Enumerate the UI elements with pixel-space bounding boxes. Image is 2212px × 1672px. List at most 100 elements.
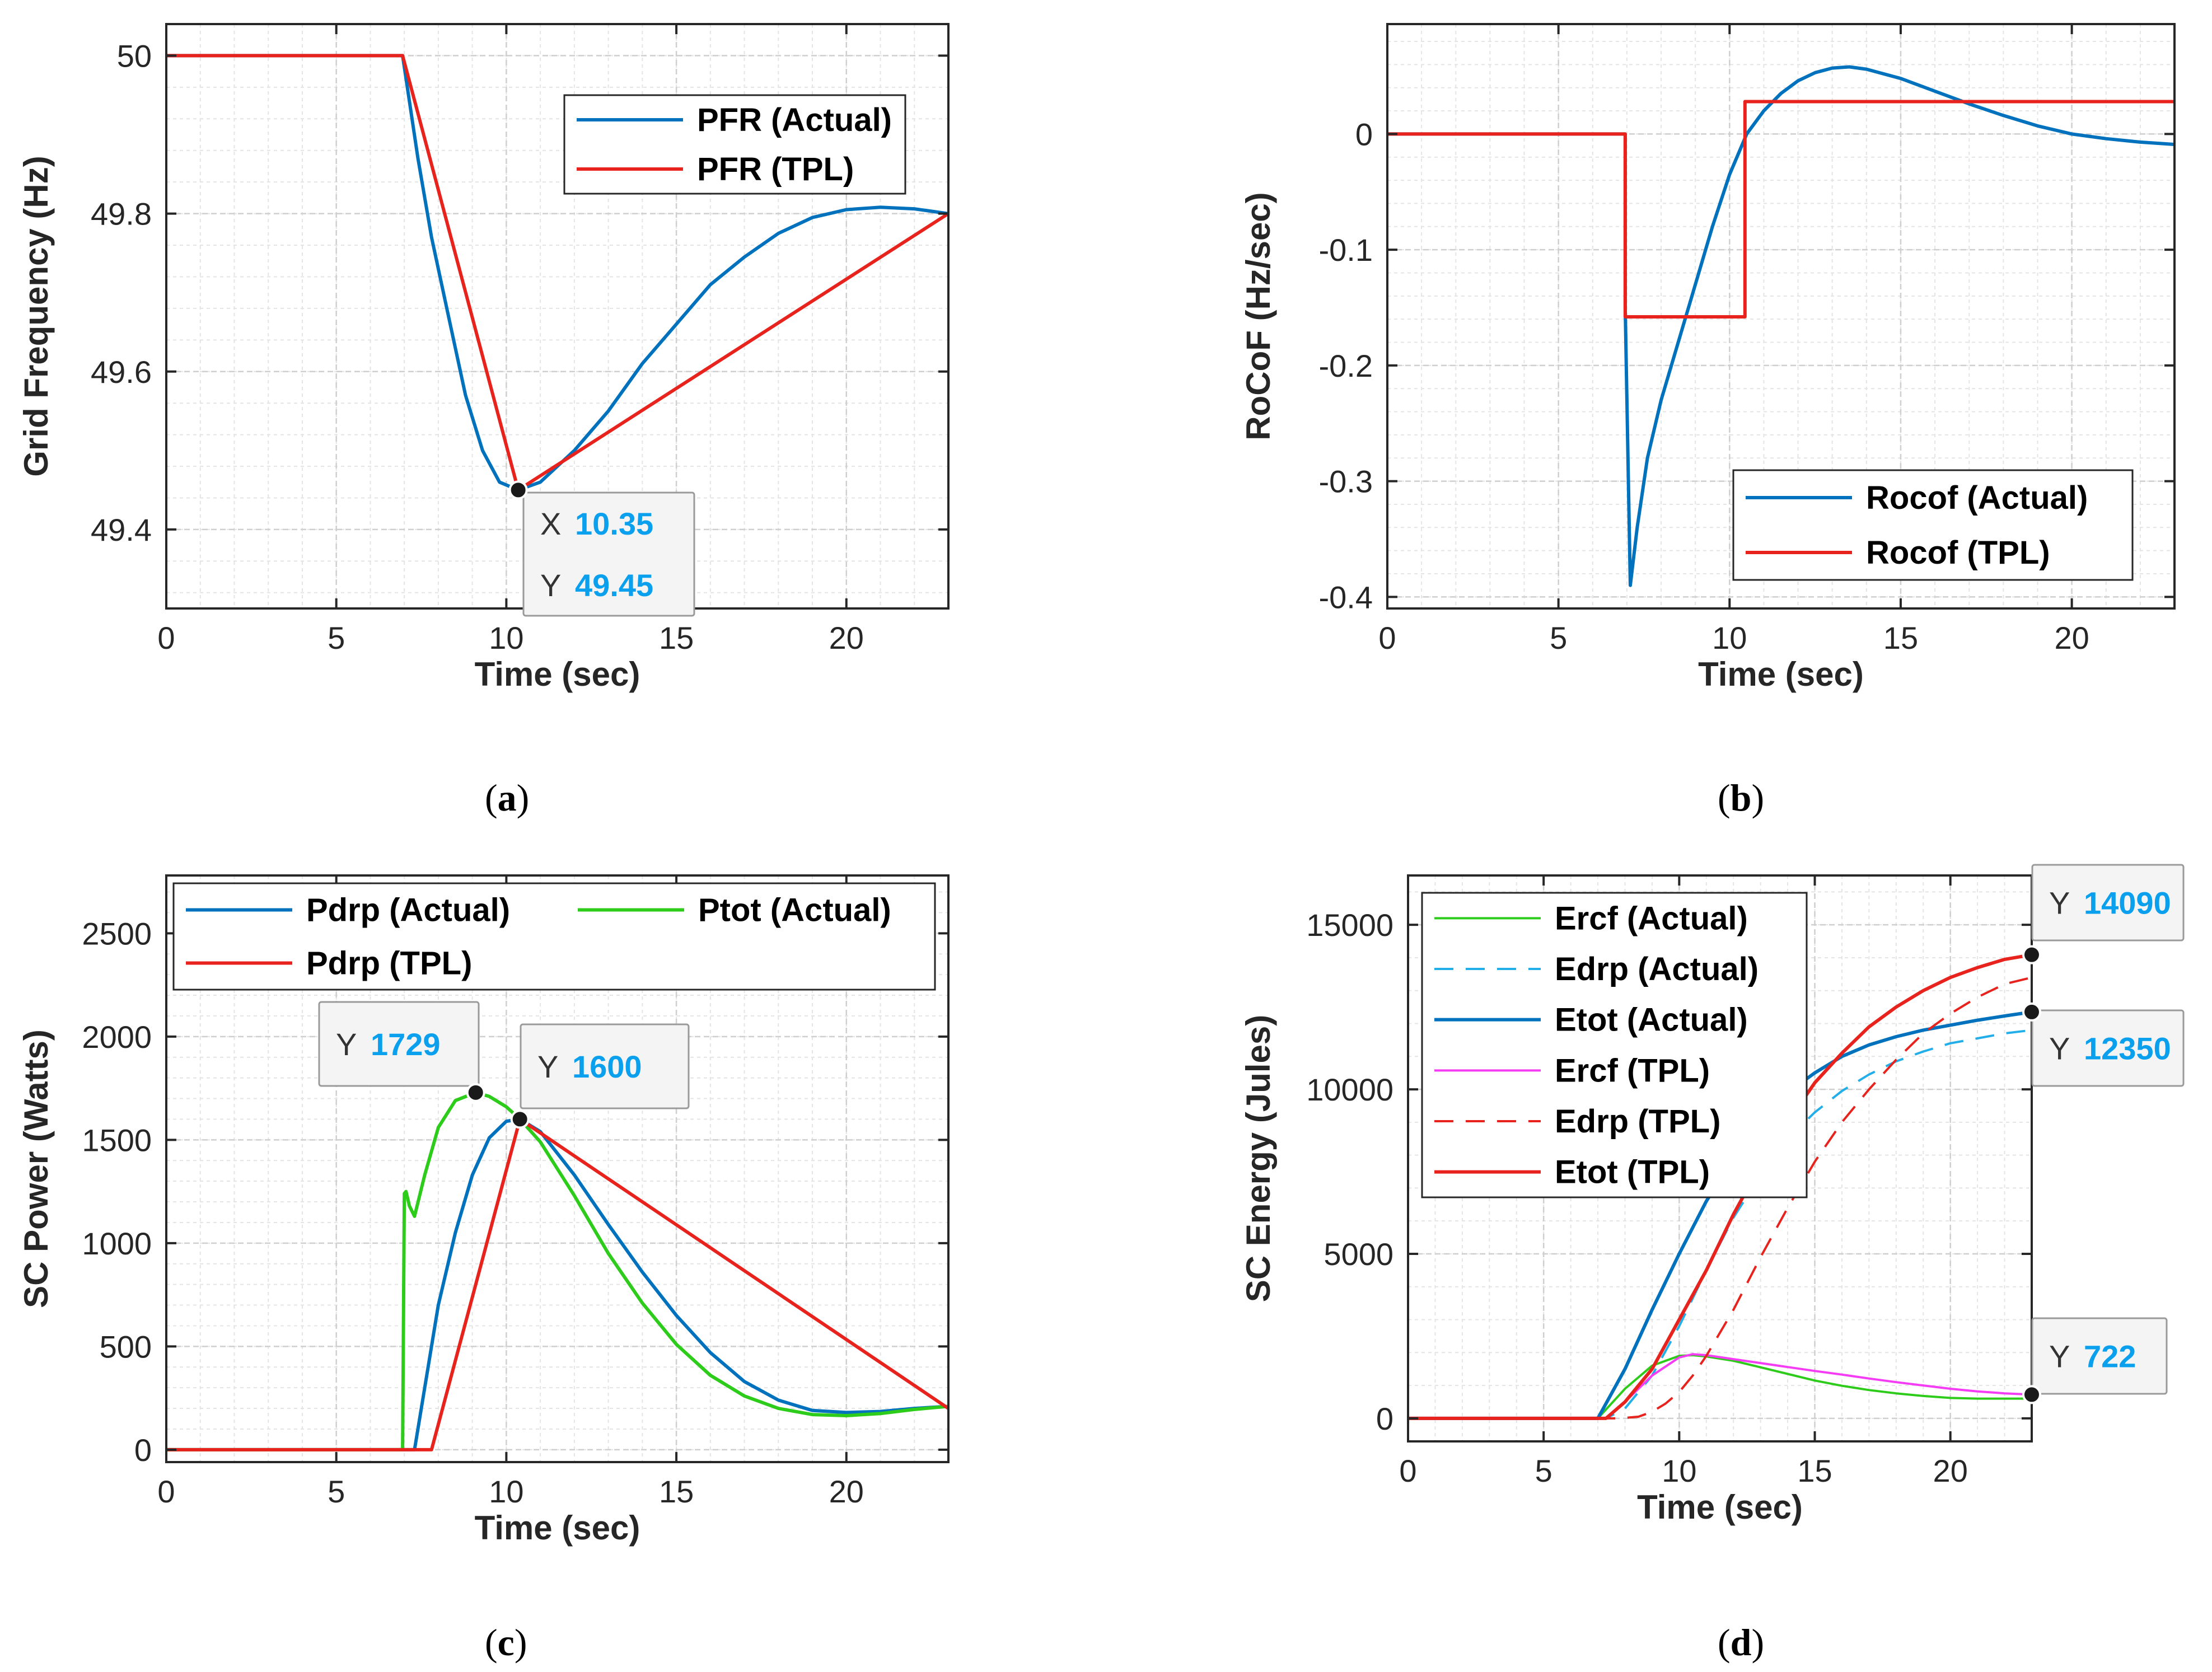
panel-caption: (c) — [485, 1621, 527, 1664]
datatip: Y 1729 — [318, 1001, 485, 1102]
chart-panel-a: 0 5 10 15 20 49.4 49.6 49.8 50 Time (sec) Grid Fre… — [17, 23, 950, 819]
series-line-rocof-tpl- — [1387, 100, 2174, 319]
y-tick-label: 1500 — [82, 1122, 152, 1158]
y-tick-label: 49.8 — [91, 196, 152, 232]
y-axis-label: SC Power (Watts) — [17, 1029, 55, 1308]
caption-paren: ) — [517, 776, 530, 819]
datatip-value: 1729 — [371, 1027, 441, 1062]
legend: Ercf (Actual) Edrp (Actual) Etot (Actual) E… — [1421, 892, 1808, 1198]
legend-entry: Pdrp (Actual) — [306, 892, 510, 929]
caption-paren: ) — [1751, 776, 1764, 819]
x-axis-label: Time (sec) — [1637, 1488, 1803, 1526]
datatip-box — [318, 1001, 480, 1087]
series-line-pfr-tpl- — [166, 54, 948, 492]
y-tick-label: 49.4 — [91, 512, 152, 547]
legend-entry: Etot (Actual) — [1555, 1002, 1748, 1038]
y-tick-label: 50 — [117, 38, 152, 73]
caption-paren: ( — [485, 776, 498, 819]
axes-box — [165, 874, 950, 1463]
legend-box — [563, 94, 906, 195]
datatip-box — [2031, 864, 2185, 942]
y-tick-label: 2000 — [82, 1019, 152, 1055]
y-tick-label: 15000 — [1306, 907, 1393, 943]
y-tick-label: 0 — [134, 1432, 152, 1468]
series-line-ercf-tpl- — [1408, 1353, 2032, 1420]
x-tick-label: 20 — [1933, 1453, 1968, 1488]
x-tick-label: 0 — [157, 620, 175, 655]
y-axis-label: RoCoF (Hz/sec) — [1240, 192, 1277, 440]
y-tick-label: 0 — [1376, 1401, 1393, 1436]
datatip-marker — [508, 480, 528, 500]
x-tick-label: 20 — [829, 1474, 864, 1509]
series-group — [166, 1090, 948, 1451]
y-tick-label: 5000 — [1324, 1237, 1393, 1272]
x-tick-label: 15 — [1883, 620, 1918, 655]
y-tick-label: -0.3 — [1319, 464, 1373, 499]
datatip-value: 14090 — [2084, 886, 2171, 921]
datatip: Y 12350 — [2022, 1002, 2185, 1087]
datatip: Y 1600 — [510, 1023, 690, 1129]
legend: PFR (Actual) PFR (TPL) — [563, 94, 906, 195]
x-tick-label: 15 — [1797, 1453, 1832, 1488]
datatip-value: 1600 — [572, 1049, 642, 1084]
caption-letter: c — [498, 1621, 515, 1664]
datatip: X 10.35 Y 49.45 — [508, 480, 695, 617]
x-axis-label: Time (sec) — [475, 655, 640, 693]
datatip-marker — [2022, 1002, 2041, 1022]
y-tick-label: 500 — [100, 1329, 152, 1364]
x-tick-label: 15 — [659, 620, 694, 655]
caption-letter: d — [1731, 1621, 1752, 1664]
caption-letter: b — [1731, 776, 1752, 819]
legend-entry: Etot (TPL) — [1555, 1154, 1710, 1191]
datatip-box — [520, 1023, 690, 1109]
datatip-value: 10.35 — [575, 506, 653, 541]
datatip-marker — [510, 1109, 530, 1129]
legend-entry: PFR (Actual) — [697, 102, 892, 138]
x-tick-label: 0 — [157, 1474, 175, 1509]
x-tick-label: 20 — [829, 620, 864, 655]
datatip-key: Y — [2049, 1339, 2070, 1374]
x-tick-label: 5 — [328, 620, 345, 655]
legend-entry: Pdrp (TPL) — [306, 945, 472, 982]
series-line-pdrp-tpl- — [166, 1117, 948, 1451]
chart-panel-b: 0 5 10 15 20 -0.4 -0.3 -0.2 -0.1 0 Time (sec) RoCoF… — [1240, 23, 2176, 819]
x-tick-label: 10 — [1712, 620, 1747, 655]
series-group — [166, 54, 948, 492]
x-tick-label: 20 — [2054, 620, 2089, 655]
panel-caption: (b) — [1718, 776, 1764, 819]
legend-box — [1732, 469, 2134, 581]
datatip-marker — [466, 1083, 485, 1102]
caption-paren: ) — [1751, 1621, 1764, 1664]
panel-caption: (d) — [1718, 1621, 1764, 1664]
legend: Rocof (Actual) Rocof (TPL) — [1732, 469, 2134, 581]
datatip-value: 12350 — [2084, 1031, 2171, 1066]
legend-entry: Ptot (Actual) — [698, 892, 891, 929]
panel-caption: (a) — [485, 776, 529, 819]
x-axis-label: Time (sec) — [1698, 655, 1864, 693]
x-tick-label: 10 — [1662, 1453, 1696, 1488]
series-line-rocof-actual- — [1387, 65, 2174, 587]
datatip-box — [2031, 1317, 2168, 1395]
legend-entry: PFR (TPL) — [697, 151, 854, 188]
caption-paren: ( — [485, 1621, 498, 1664]
x-tick-label: 15 — [659, 1474, 694, 1509]
datatip-box — [522, 491, 695, 617]
x-tick-label: 5 — [1535, 1453, 1552, 1488]
x-tick-label: 0 — [1399, 1453, 1416, 1488]
series-group — [1387, 65, 2174, 587]
legend-entry: Edrp (TPL) — [1555, 1103, 1720, 1140]
legend: Pdrp (Actual) Ptot (Actual) Pdrp (TPL) — [172, 882, 936, 991]
datatip: Y 14090 — [2022, 864, 2185, 964]
legend-box — [172, 882, 936, 991]
legend-entry: Edrp (Actual) — [1555, 951, 1759, 987]
x-tick-label: 5 — [1550, 620, 1567, 655]
x-tick-label: 10 — [489, 620, 523, 655]
datatip-box — [2031, 1009, 2185, 1087]
datatip-marker — [2022, 945, 2041, 964]
y-tick-label: 49.6 — [91, 354, 152, 390]
y-axis-label: SC Energy (Jules) — [1240, 1015, 1277, 1303]
datatip-key: Y — [336, 1027, 357, 1062]
chart-panel-c: 0 5 10 15 20 0 500 1000 1500 2000 2500 Time (sec) SC… — [17, 874, 950, 1664]
datatip-value: 49.45 — [575, 568, 653, 603]
